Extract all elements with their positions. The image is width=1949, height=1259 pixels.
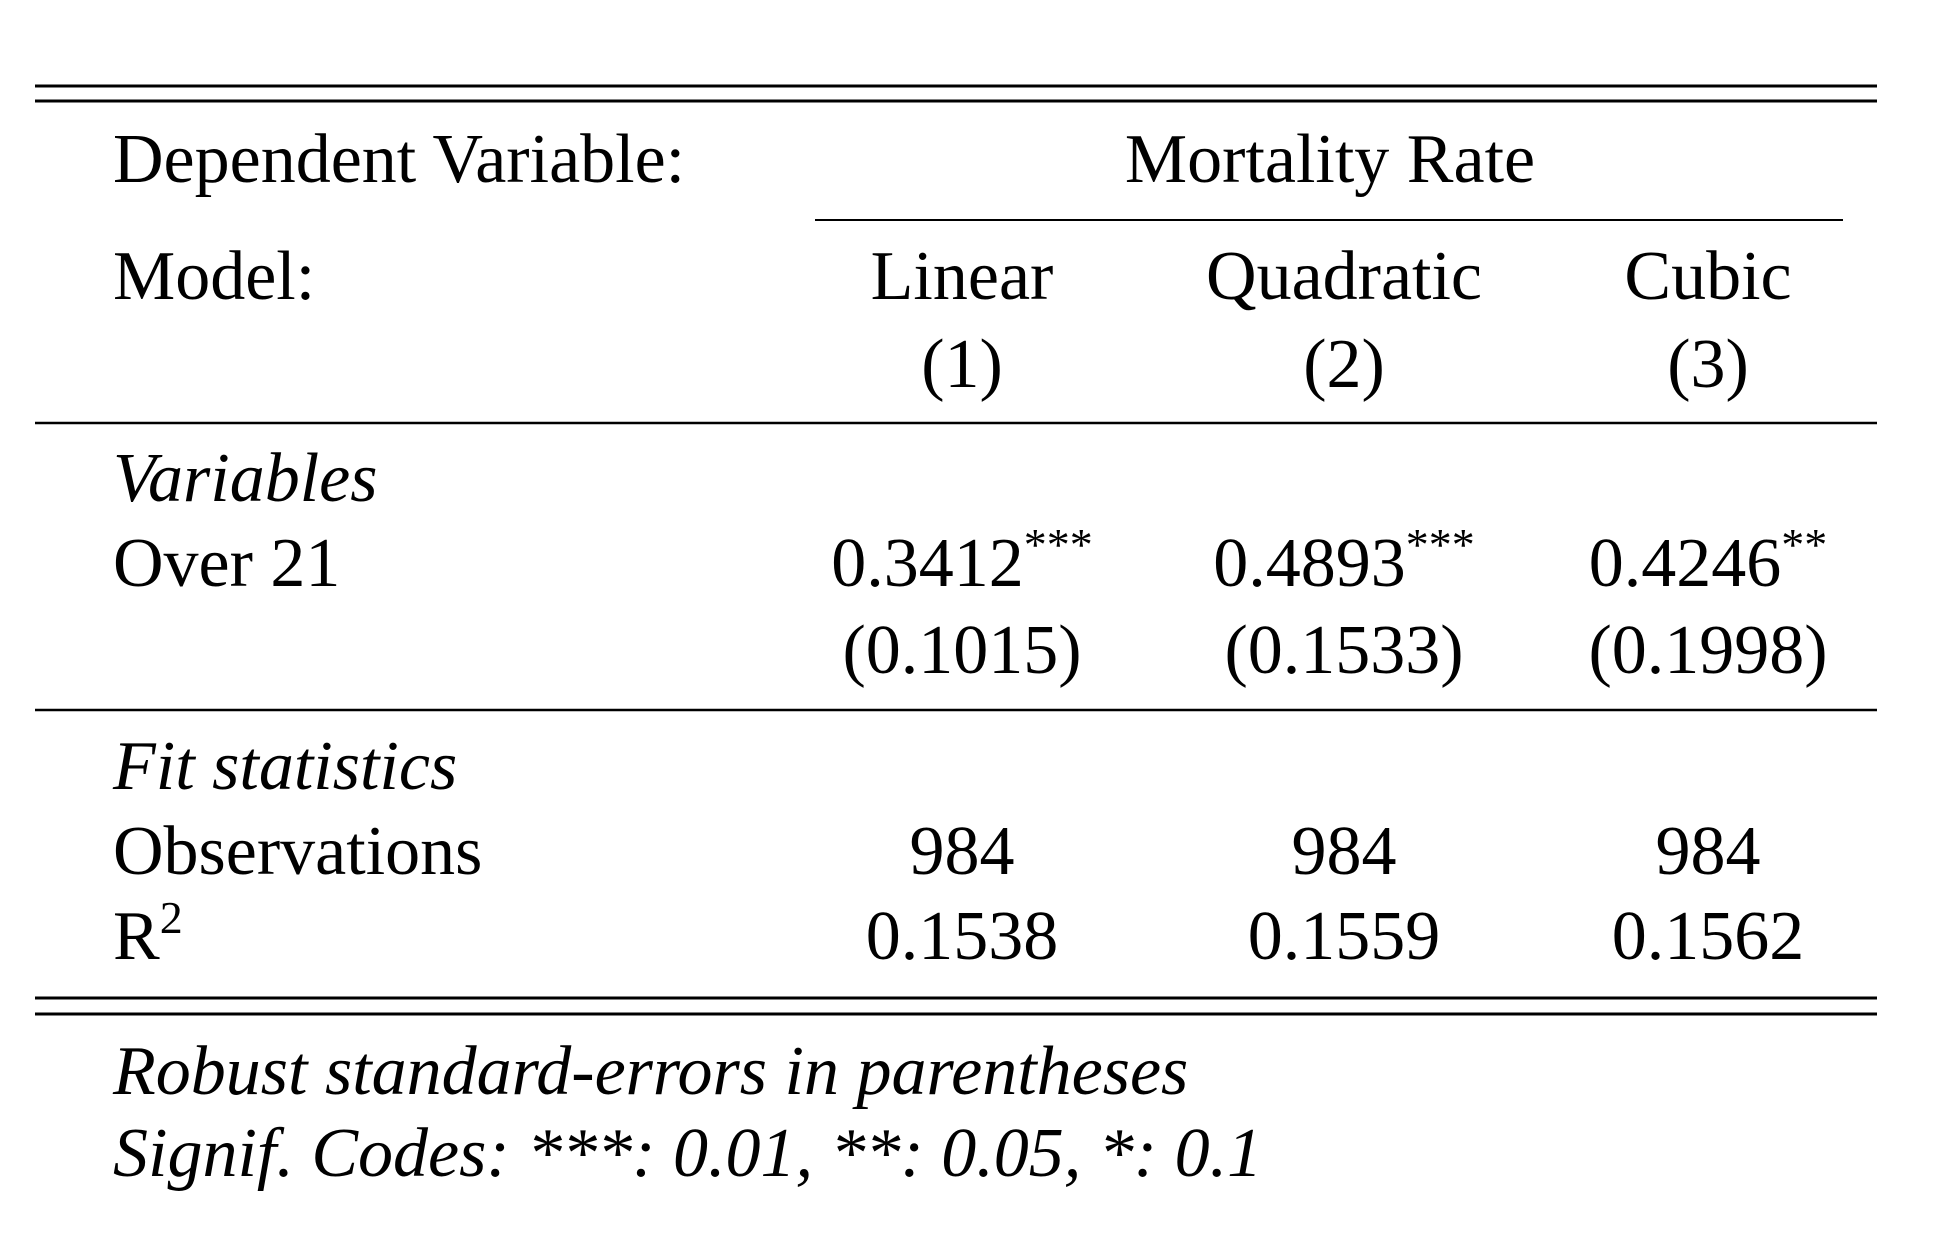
standard-error: (0.1533) bbox=[1224, 612, 1463, 689]
estimate: 0.3412 bbox=[831, 525, 1024, 602]
stars: *** bbox=[1024, 519, 1093, 570]
stars: *** bbox=[1406, 519, 1475, 570]
cell: 984 bbox=[910, 813, 1015, 890]
model-name: Cubic bbox=[1624, 238, 1791, 315]
dependent-name: Mortality Rate bbox=[1125, 121, 1535, 198]
cell: 0.1538 bbox=[866, 898, 1059, 975]
estimate: 0.4893 bbox=[1213, 525, 1406, 602]
model-number: (3) bbox=[1667, 326, 1749, 403]
estimate-cell: 0.4893*** bbox=[1213, 519, 1475, 602]
estimate: 0.4246 bbox=[1589, 525, 1782, 602]
model-number: (2) bbox=[1303, 326, 1385, 403]
standard-error: (0.1015) bbox=[842, 612, 1081, 689]
cell: 984 bbox=[1656, 813, 1761, 890]
cell: 0.1562 bbox=[1612, 898, 1805, 975]
row-label: Over 21 bbox=[113, 525, 340, 602]
section-title: Fit statistics bbox=[112, 728, 457, 805]
standard-error: (0.1998) bbox=[1588, 612, 1827, 689]
note: Signif. Codes: ***: 0.01, **: 0.05, *: 0… bbox=[113, 1115, 1262, 1192]
note: Robust standard-errors in parentheses bbox=[112, 1033, 1188, 1110]
estimate-cell: 0.4246** bbox=[1589, 519, 1828, 602]
cell: 984 bbox=[1292, 813, 1397, 890]
model-label: Model: bbox=[113, 238, 315, 315]
section-title: Variables bbox=[113, 440, 377, 517]
label: R bbox=[113, 898, 160, 975]
dependent-label: Dependent Variable: bbox=[113, 121, 685, 198]
model-name: Linear bbox=[871, 238, 1054, 315]
row-label: Observations bbox=[113, 813, 482, 890]
label-superscript: 2 bbox=[160, 892, 183, 943]
estimate-cell: 0.3412*** bbox=[831, 519, 1093, 602]
cell: 0.1559 bbox=[1248, 898, 1441, 975]
row-label: R2 bbox=[113, 892, 183, 975]
stars: ** bbox=[1781, 519, 1827, 570]
model-name: Quadratic bbox=[1206, 238, 1482, 315]
model-number: (1) bbox=[921, 326, 1003, 403]
